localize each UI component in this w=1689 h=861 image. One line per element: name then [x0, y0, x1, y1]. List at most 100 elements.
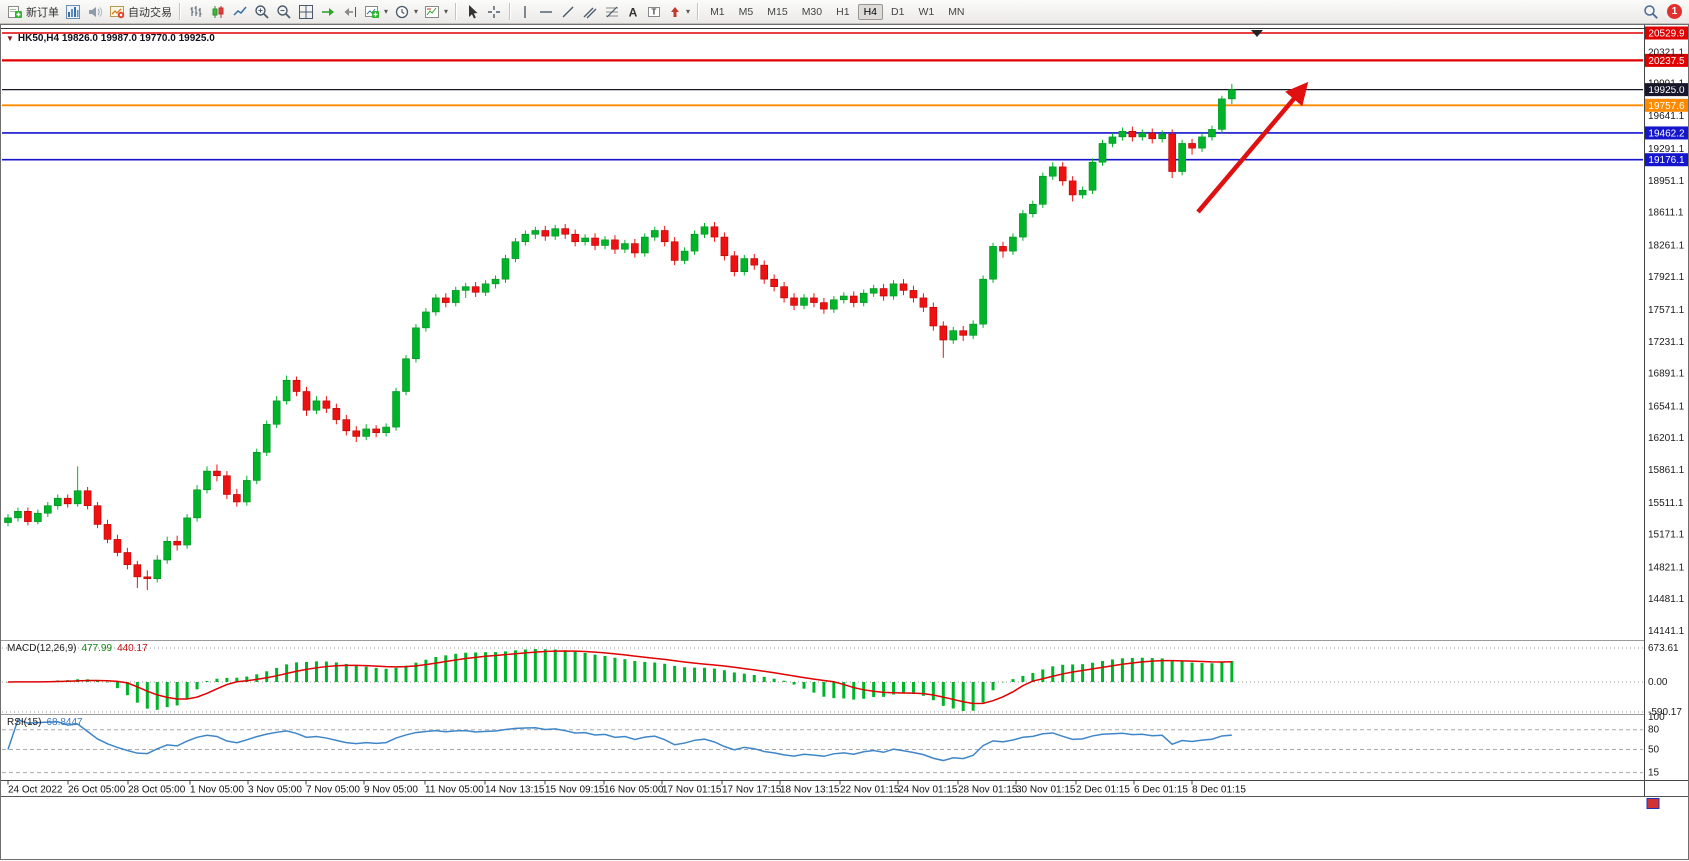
macd-histogram-bar [6, 682, 10, 683]
bull-candle [1198, 136, 1206, 149]
bull-candle [621, 243, 629, 250]
search-icon[interactable] [1643, 4, 1659, 20]
bull-candle [1108, 136, 1117, 144]
svg-text:28 Oct 05:00: 28 Oct 05:00 [128, 785, 186, 796]
macd-histogram-bar [1140, 657, 1144, 682]
tf-m30-button[interactable]: M30 [801, 5, 823, 18]
macd-histogram-bar [454, 653, 458, 682]
bear-candle [750, 258, 759, 266]
text-label-tool-button[interactable]: T [643, 2, 665, 22]
rsi-name: RSI(15) [7, 717, 42, 728]
periods-button[interactable]: ▾ [391, 2, 421, 22]
svg-text:15511.1: 15511.1 [1648, 498, 1684, 509]
svg-text:18 Nov 13:15: 18 Nov 13:15 [780, 785, 840, 796]
chart-shift-marker[interactable] [1251, 30, 1263, 37]
crosshair-tool-button[interactable] [483, 2, 505, 22]
macd-histogram-bar [842, 682, 846, 699]
zoom-in-button[interactable] [251, 2, 273, 22]
clock-icon [395, 5, 409, 18]
macd-histogram-bar [394, 667, 398, 682]
bear-candle [93, 505, 102, 525]
price-levels-layer[interactable]: 20529.9 20237.5 19925.0 19757.6 19462.2 19176… [2, 26, 1688, 167]
tf-m1-button[interactable]: M1 [710, 5, 725, 18]
tf-m15-button[interactable]: M15 [767, 5, 788, 18]
arrows-tool-button[interactable]: ▾ [665, 2, 693, 22]
bar-chart-mode-button[interactable] [185, 2, 207, 22]
svg-text:19291.1: 19291.1 [1648, 144, 1685, 155]
vertical-line-tool-button[interactable] [515, 2, 535, 22]
autotrading-button[interactable]: 自动交易 [106, 2, 175, 22]
tf-w1-button[interactable]: W1 [918, 5, 935, 18]
fibonacci-tool-button[interactable] [601, 2, 623, 22]
notification-badge[interactable]: 1 [1667, 4, 1682, 19]
macd-histogram-bar [235, 677, 239, 682]
templates-button[interactable]: ▾ [421, 2, 451, 22]
text-tool-button[interactable]: A [623, 2, 643, 22]
macd-histogram-bar [951, 682, 955, 709]
chart-window-border [0, 24, 1689, 860]
macd-histogram-bar [613, 657, 617, 682]
bull-candle [889, 283, 898, 297]
tf-h1-button[interactable]: H1 [836, 5, 850, 18]
bear-candle [1188, 143, 1196, 149]
sound-icon [89, 6, 103, 17]
rsi-indicator-label: RSI(15) 68.8447 [7, 717, 83, 728]
trend-arrow-annotation[interactable] [1196, 81, 1309, 214]
auto-scroll-button[interactable] [317, 2, 339, 22]
svg-text:15861.1: 15861.1 [1648, 465, 1685, 476]
macd-histogram-bar [991, 682, 995, 691]
horizontal-line-tool-button[interactable] [535, 2, 557, 22]
zoom-out-button[interactable] [273, 2, 295, 22]
horizontal-line-icon [540, 10, 553, 13]
bear-candle [571, 233, 579, 243]
bull-candle [491, 278, 500, 285]
bull-candle [1078, 189, 1087, 196]
bull-candle [650, 230, 659, 238]
macd-histogram-bar [752, 675, 756, 682]
candles-layer [4, 83, 1236, 590]
svg-text:8 Dec 01:15: 8 Dec 01:15 [1192, 785, 1246, 796]
channel-tool-button[interactable] [579, 2, 601, 22]
svg-text:18261.1: 18261.1 [1648, 240, 1685, 251]
candlestick-mode-button[interactable] [207, 2, 229, 22]
bull-candle [859, 292, 868, 303]
tf-h4-button[interactable]: H4 [857, 3, 883, 20]
line-chart-mode-button[interactable] [229, 2, 251, 22]
tf-mn-button[interactable]: MN [948, 5, 965, 18]
chart-shift-button[interactable] [339, 2, 361, 22]
tf-d1-button[interactable]: D1 [891, 5, 905, 18]
macd-histogram-bar [1011, 679, 1015, 682]
macd-histogram-bar [772, 678, 776, 682]
macd-histogram-bar [1180, 661, 1184, 682]
sound-button[interactable] [84, 2, 106, 22]
charts-button[interactable] [62, 2, 84, 22]
macd-histogram-bar [921, 682, 925, 696]
cursor-icon [469, 4, 478, 18]
bull-candle [1019, 213, 1027, 238]
new-order-button[interactable]: 新订单 [4, 2, 62, 22]
tile-windows-button[interactable] [295, 2, 317, 22]
svg-text:3 Nov 05:00: 3 Nov 05:00 [248, 785, 302, 796]
macd-histogram-bar [703, 667, 706, 682]
new-order-label: 新订单 [26, 6, 59, 19]
bear-candle [730, 255, 739, 272]
cursor-tool-button[interactable] [461, 2, 483, 22]
macd-histogram-bar [892, 682, 896, 695]
bear-candle [223, 475, 231, 495]
macd-histogram-bar [742, 673, 746, 682]
indicators-button[interactable]: ▾ [361, 2, 391, 22]
macd-histogram-bar [603, 655, 607, 682]
bear-candle [113, 539, 122, 553]
tf-m5-button[interactable]: M5 [738, 5, 754, 18]
macd-histogram-bar [225, 677, 229, 682]
bear-candle [292, 379, 301, 392]
macd-histogram-bar [782, 680, 786, 682]
current-price-line-badge [1645, 83, 1688, 97]
bear-candle [959, 330, 968, 336]
trendline-tool-button[interactable] [557, 2, 579, 22]
bull-candle [282, 379, 291, 402]
svg-text:20237.5: 20237.5 [1648, 56, 1685, 67]
bars-icon [190, 5, 202, 17]
macd-histogram-bar [135, 682, 139, 703]
